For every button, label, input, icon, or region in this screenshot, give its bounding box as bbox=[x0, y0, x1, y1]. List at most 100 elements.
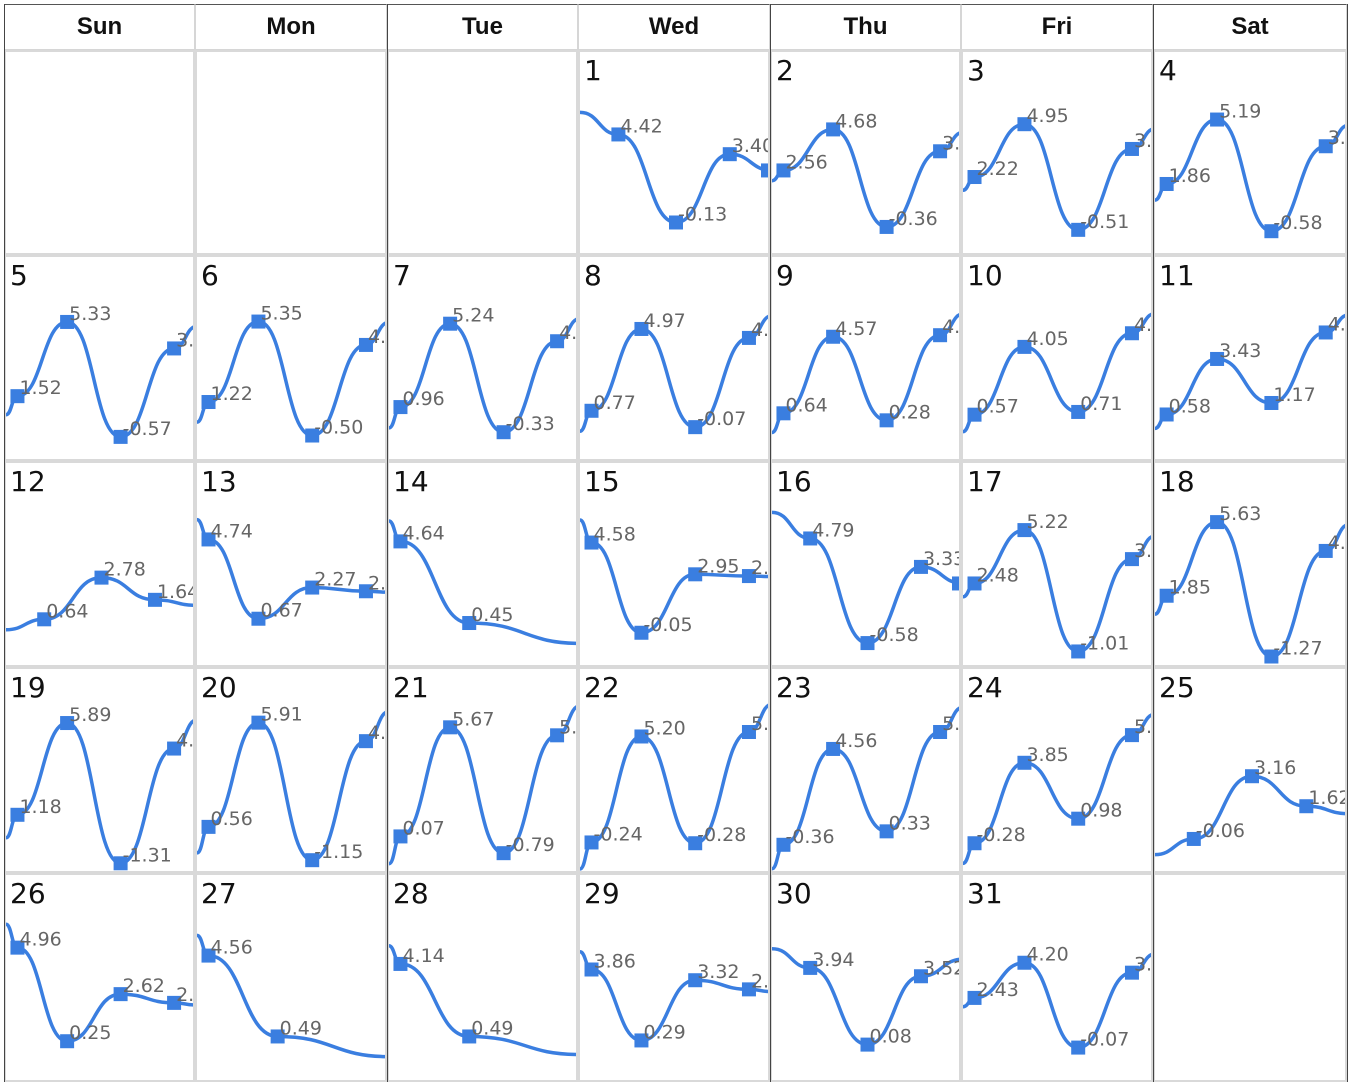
tide-point-marker[interactable] bbox=[967, 407, 982, 422]
tide-point-marker[interactable] bbox=[113, 429, 128, 444]
day-cell-14[interactable]: 14 4.64 0.45 bbox=[387, 461, 578, 667]
day-cell-6[interactable]: 6 1.22 5.35 -0.50 4.15 bbox=[195, 255, 387, 461]
tide-point-marker[interactable] bbox=[741, 569, 756, 584]
tide-point-marker[interactable] bbox=[393, 829, 408, 844]
tide-point-marker[interactable] bbox=[1210, 112, 1225, 127]
day-cell-20[interactable]: 20 0.56 5.91 -1.15 4.96 bbox=[195, 667, 387, 873]
day-cell-9[interactable]: 9 0.64 4.57 0.28 4.65 bbox=[770, 255, 961, 461]
day-cell-26[interactable]: 26 4.96 0.25 2.62 2.18 bbox=[4, 873, 195, 1082]
tide-point-marker[interactable] bbox=[776, 406, 791, 421]
tide-point-marker[interactable] bbox=[688, 836, 703, 851]
tide-point-marker[interactable] bbox=[1071, 811, 1086, 826]
tide-point-marker[interactable] bbox=[688, 420, 703, 435]
tide-point-marker[interactable] bbox=[1124, 326, 1139, 341]
tide-point-marker[interactable] bbox=[913, 969, 928, 984]
tide-point-marker[interactable] bbox=[1318, 325, 1333, 340]
tide-point-marker[interactable] bbox=[113, 987, 128, 1002]
tide-point-marker[interactable] bbox=[688, 567, 703, 582]
tide-point-marker[interactable] bbox=[967, 576, 982, 591]
tide-point-marker[interactable] bbox=[669, 215, 683, 230]
tide-point-marker[interactable] bbox=[1017, 523, 1032, 538]
tide-point-marker[interactable] bbox=[1159, 588, 1174, 603]
tide-point-marker[interactable] bbox=[803, 960, 818, 975]
day-cell-21[interactable]: 21 0.07 5.67 -0.79 5.26 bbox=[387, 667, 578, 873]
day-cell-12[interactable]: 12 0.64 2.78 1.64 bbox=[4, 461, 195, 667]
day-cell-25[interactable]: 25 -0.06 3.16 1.62 bbox=[1153, 667, 1347, 873]
tide-point-marker[interactable] bbox=[741, 725, 756, 739]
tide-point-marker[interactable] bbox=[393, 534, 408, 549]
day-cell-23[interactable]: 23 -0.36 4.56 0.33 5.43 bbox=[770, 667, 961, 873]
tide-point-marker[interactable] bbox=[860, 636, 875, 651]
tide-point-marker[interactable] bbox=[967, 836, 982, 851]
day-cell-16[interactable]: 16 4.79 -0.58 3.33 bbox=[770, 461, 961, 667]
tide-point-marker[interactable] bbox=[1124, 141, 1139, 156]
tide-point-marker[interactable] bbox=[967, 990, 982, 1005]
tide-point-marker[interactable] bbox=[741, 330, 756, 345]
day-cell-5[interactable]: 5 1.52 5.33 -0.57 3.97 bbox=[4, 255, 195, 461]
tide-point-marker[interactable] bbox=[550, 728, 565, 743]
tide-point-marker[interactable] bbox=[1159, 176, 1174, 191]
day-cell-31[interactable]: 31 2.43 4.20 -0.07 3.70 bbox=[961, 873, 1153, 1082]
tide-point-marker[interactable] bbox=[1124, 728, 1139, 743]
day-cell-28[interactable]: 28 4.14 0.49 bbox=[387, 873, 578, 1082]
tide-point-marker[interactable] bbox=[879, 413, 894, 428]
tide-point-marker[interactable] bbox=[358, 584, 373, 599]
day-cell-30[interactable]: 30 3.94 0.08 3.52 bbox=[770, 873, 961, 1082]
tide-point-marker[interactable] bbox=[10, 389, 25, 404]
tide-point-marker[interactable] bbox=[952, 576, 961, 591]
tide-point-marker[interactable] bbox=[60, 314, 75, 329]
tide-point-marker[interactable] bbox=[1264, 649, 1279, 664]
tide-point-marker[interactable] bbox=[94, 570, 109, 585]
tide-point-marker[interactable] bbox=[688, 973, 703, 988]
day-cell-24[interactable]: 24 -0.28 3.85 0.98 5.27 bbox=[961, 667, 1153, 873]
day-cell-2[interactable]: 2 2.56 4.68 -0.36 3.55 bbox=[770, 50, 961, 255]
tide-point-marker[interactable] bbox=[584, 535, 599, 550]
tide-point-marker[interactable] bbox=[358, 337, 373, 352]
tide-point-marker[interactable] bbox=[37, 612, 52, 627]
day-cell-22[interactable]: 22 -0.24 5.20 -0.28 5.43 bbox=[578, 667, 770, 873]
tide-point-marker[interactable] bbox=[305, 428, 320, 443]
tide-point-marker[interactable] bbox=[1071, 222, 1086, 237]
tide-point-marker[interactable] bbox=[1071, 1040, 1086, 1055]
tide-point-marker[interactable] bbox=[1017, 339, 1032, 354]
day-cell-29[interactable]: 29 3.86 0.29 3.32 2.86 bbox=[578, 873, 770, 1082]
day-cell-10[interactable]: 10 0.57 4.05 0.71 4.75 bbox=[961, 255, 1153, 461]
tide-point-marker[interactable] bbox=[933, 725, 948, 739]
tide-point-marker[interactable] bbox=[251, 611, 266, 626]
tide-point-marker[interactable] bbox=[462, 616, 477, 631]
tide-point-marker[interactable] bbox=[1264, 395, 1279, 410]
tide-point-marker[interactable] bbox=[722, 147, 737, 162]
tide-point-marker[interactable] bbox=[1210, 351, 1225, 366]
tide-point-marker[interactable] bbox=[393, 400, 408, 415]
tide-point-marker[interactable] bbox=[1245, 769, 1259, 784]
tide-point-marker[interactable] bbox=[1017, 755, 1032, 770]
tide-point-marker[interactable] bbox=[1264, 224, 1279, 239]
tide-point-marker[interactable] bbox=[201, 948, 216, 963]
tide-point-marker[interactable] bbox=[1318, 139, 1333, 154]
tide-point-marker[interactable] bbox=[1071, 404, 1086, 419]
tide-point-marker[interactable] bbox=[913, 559, 928, 574]
tide-point-marker[interactable] bbox=[1186, 831, 1201, 846]
tide-point-marker[interactable] bbox=[1210, 515, 1225, 530]
day-cell-17[interactable]: 17 2.48 5.22 -1.01 3.73 bbox=[961, 461, 1153, 667]
tide-point-marker[interactable] bbox=[761, 163, 770, 178]
day-cell-19[interactable]: 19 1.18 5.89 -1.31 4.58 bbox=[4, 667, 195, 873]
tide-point-marker[interactable] bbox=[10, 940, 25, 955]
tide-point-marker[interactable] bbox=[933, 328, 948, 343]
tide-point-marker[interactable] bbox=[201, 532, 216, 547]
tide-point-marker[interactable] bbox=[147, 592, 162, 607]
day-cell-7[interactable]: 7 0.96 5.24 -0.33 4.34 bbox=[387, 255, 578, 461]
tide-point-marker[interactable] bbox=[251, 314, 266, 329]
tide-point-marker[interactable] bbox=[826, 741, 841, 756]
tide-point-marker[interactable] bbox=[496, 425, 511, 440]
day-cell-1[interactable]: 1 4.42 -0.13 3.40 bbox=[578, 50, 770, 255]
tide-point-marker[interactable] bbox=[1318, 543, 1333, 558]
tide-point-marker[interactable] bbox=[113, 856, 128, 871]
day-cell-8[interactable]: 8 0.77 4.97 -0.07 4.51 bbox=[578, 255, 770, 461]
tide-point-marker[interactable] bbox=[1124, 965, 1139, 980]
tide-point-marker[interactable] bbox=[776, 837, 791, 852]
tide-point-marker[interactable] bbox=[634, 625, 649, 640]
tide-point-marker[interactable] bbox=[443, 720, 458, 735]
tide-point-marker[interactable] bbox=[10, 807, 25, 822]
tide-point-marker[interactable] bbox=[826, 122, 841, 137]
